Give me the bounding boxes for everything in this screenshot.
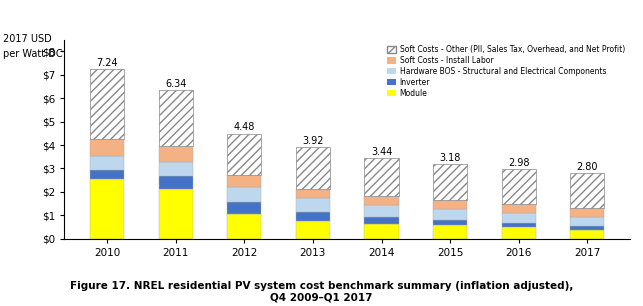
- Bar: [90, 69, 124, 139]
- Bar: [502, 213, 536, 222]
- Bar: [296, 189, 330, 198]
- Bar: [570, 230, 604, 239]
- Bar: [90, 170, 124, 180]
- Bar: [570, 208, 604, 217]
- Bar: [502, 169, 536, 204]
- Text: 2.98: 2.98: [508, 158, 529, 168]
- Text: 2017 USD: 2017 USD: [3, 34, 52, 44]
- Bar: [433, 209, 467, 220]
- Bar: [433, 225, 467, 239]
- Text: 2.80: 2.80: [577, 162, 598, 172]
- Bar: [90, 180, 124, 239]
- Bar: [365, 196, 399, 205]
- Bar: [227, 188, 262, 202]
- Bar: [502, 204, 536, 213]
- Bar: [433, 220, 467, 225]
- Bar: [570, 226, 604, 230]
- Bar: [296, 198, 330, 212]
- Bar: [502, 227, 536, 239]
- Legend: Soft Costs - Other (PII, Sales Tax, Overhead, and Net Profit), Soft Costs - Inst: Soft Costs - Other (PII, Sales Tax, Over…: [386, 43, 626, 99]
- Text: 3.44: 3.44: [371, 147, 392, 157]
- Bar: [570, 217, 604, 226]
- Bar: [502, 222, 536, 227]
- Text: per Watt DC: per Watt DC: [3, 49, 63, 59]
- Bar: [296, 212, 330, 221]
- Text: 3.92: 3.92: [302, 136, 323, 146]
- Bar: [159, 162, 193, 176]
- Bar: [159, 90, 193, 147]
- Bar: [227, 174, 262, 188]
- Bar: [90, 139, 124, 156]
- Bar: [159, 147, 193, 162]
- Bar: [159, 176, 193, 189]
- Text: 7.24: 7.24: [96, 58, 118, 68]
- Bar: [433, 200, 467, 209]
- Bar: [433, 164, 467, 200]
- Text: 6.34: 6.34: [165, 79, 186, 89]
- Text: Figure 17. NREL residential PV system cost benchmark summary (inflation adjusted: Figure 17. NREL residential PV system co…: [70, 281, 573, 303]
- Bar: [365, 158, 399, 196]
- Bar: [90, 156, 124, 170]
- Bar: [570, 173, 604, 208]
- Bar: [296, 147, 330, 189]
- Bar: [227, 134, 262, 174]
- Bar: [159, 189, 193, 239]
- Bar: [365, 205, 399, 217]
- Bar: [365, 224, 399, 239]
- Bar: [296, 221, 330, 239]
- Bar: [365, 217, 399, 224]
- Text: 4.48: 4.48: [233, 122, 255, 132]
- Text: 3.18: 3.18: [439, 153, 461, 163]
- Bar: [227, 202, 262, 214]
- Bar: [227, 214, 262, 239]
